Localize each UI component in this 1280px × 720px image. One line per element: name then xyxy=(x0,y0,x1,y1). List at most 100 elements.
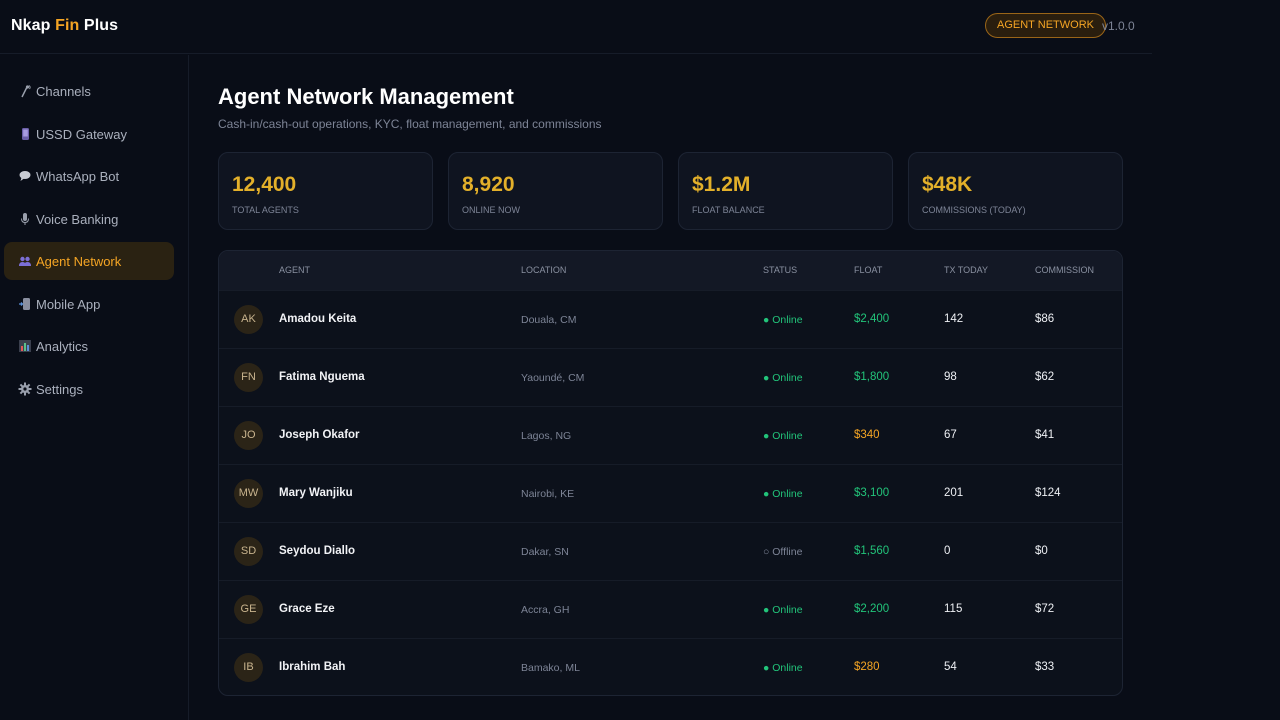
page-subtitle: Cash-in/cash-out operations, KYC, float … xyxy=(218,117,602,131)
agent-tx-today: 0 xyxy=(944,545,951,557)
avatar: AK xyxy=(234,305,263,334)
sidebar-item-whatsapp-bot[interactable]: WhatsApp Bot xyxy=(4,157,174,195)
status-badge: ● Online xyxy=(763,372,803,384)
top-bar: Nkap Fin Plus AGENT NETWORK v1.0.0 xyxy=(0,0,1152,54)
stat-value: $48K xyxy=(922,173,973,196)
people-icon xyxy=(18,254,32,268)
sidebar-item-ussd-gateway[interactable]: USSD Gateway xyxy=(4,115,174,153)
agent-float: $1,800 xyxy=(854,371,890,383)
version-label: v1.0.0 xyxy=(1102,19,1135,33)
sidebar-item-label: Analytics xyxy=(36,338,89,354)
microphone-icon xyxy=(18,212,32,226)
column-header-status[interactable]: STATUS xyxy=(763,265,798,275)
avatar: SD xyxy=(234,537,263,566)
agent-location: Bamako, ML xyxy=(521,662,580,674)
stat-value: 8,920 xyxy=(462,173,515,196)
antenna-icon xyxy=(18,84,32,98)
agent-float: $2,400 xyxy=(854,313,890,325)
sidebar-item-voice-banking[interactable]: Voice Banking xyxy=(4,200,174,238)
sidebar-item-label: Voice Banking xyxy=(36,211,119,227)
sidebar-item-label: USSD Gateway xyxy=(36,126,128,142)
agent-tx-today: 98 xyxy=(944,371,957,383)
avatar: IB xyxy=(234,653,263,682)
column-header-agent[interactable]: AGENT xyxy=(279,265,311,275)
chart-icon xyxy=(18,339,32,353)
agent-commission: $124 xyxy=(1035,487,1061,499)
status-badge: ● Online xyxy=(763,314,803,326)
agent-name: Joseph Okafor xyxy=(279,429,360,441)
stat-card-float-balance: $1.2M FLOAT BALANCE xyxy=(678,152,893,230)
brand-name-part2: Fin xyxy=(55,17,80,34)
agent-commission: $41 xyxy=(1035,429,1055,441)
sidebar-item-label: Mobile App xyxy=(36,296,101,312)
agent-float: $2,200 xyxy=(854,603,890,615)
agent-float: $340 xyxy=(854,429,880,441)
stat-value: $1.2M xyxy=(692,173,751,196)
status-badge: ● Online xyxy=(763,604,803,616)
table-row[interactable]: AK Amadou Keita Douala, CM ● Online $2,4… xyxy=(219,290,1122,348)
sidebar-item-label: WhatsApp Bot xyxy=(36,168,120,184)
sidebar-item-label: Agent Network xyxy=(36,253,122,269)
agent-float: $1,560 xyxy=(854,545,890,557)
sidebar-item-channels[interactable]: Channels xyxy=(4,72,174,110)
agent-location: Nairobi, KE xyxy=(521,488,575,500)
table-row[interactable]: FN Fatima Nguema Yaoundé, CM ● Online $1… xyxy=(219,348,1122,406)
table-row[interactable]: MW Mary Wanjiku Nairobi, KE ● Online $3,… xyxy=(219,464,1122,522)
agent-name: Seydou Diallo xyxy=(279,545,356,557)
column-header-float[interactable]: FLOAT xyxy=(854,265,883,275)
sidebar-item-agent-network[interactable]: Agent Network xyxy=(4,242,174,280)
agent-tx-today: 115 xyxy=(944,603,963,615)
table-row[interactable]: JO Joseph Okafor Lagos, NG ● Online $340… xyxy=(219,406,1122,464)
table-header: AGENT LOCATION STATUS FLOAT TX TODAY COM… xyxy=(219,251,1122,290)
chat-bubble-icon xyxy=(18,169,32,183)
sidebar-item-settings[interactable]: Settings xyxy=(4,370,174,408)
column-header-location[interactable]: LOCATION xyxy=(521,265,567,275)
agent-commission: $0 xyxy=(1035,545,1048,557)
agent-location: Lagos, NG xyxy=(521,430,572,442)
avatar: JO xyxy=(234,421,263,450)
stat-label: FLOAT BALANCE xyxy=(692,205,765,215)
app-window: Nkap Fin Plus AGENT NETWORK v1.0.0 Chann… xyxy=(0,0,1152,720)
gear-icon xyxy=(18,382,32,396)
sidebar-item-analytics[interactable]: Analytics xyxy=(4,327,174,365)
status-badge: ● Online xyxy=(763,662,803,674)
agent-commission: $86 xyxy=(1035,313,1055,325)
agents-table: AGENT LOCATION STATUS FLOAT TX TODAY COM… xyxy=(218,250,1123,696)
table-row[interactable]: GE Grace Eze Accra, GH ● Online $2,200 1… xyxy=(219,580,1122,638)
agent-name: Mary Wanjiku xyxy=(279,487,353,499)
sidebar-item-mobile-app[interactable]: Mobile App xyxy=(4,285,174,323)
phone-icon xyxy=(18,127,32,141)
agent-location: Yaoundé, CM xyxy=(521,372,585,384)
agent-location: Douala, CM xyxy=(521,314,577,326)
agent-name: Amadou Keita xyxy=(279,313,357,325)
agent-commission: $33 xyxy=(1035,661,1055,673)
agent-tx-today: 54 xyxy=(944,661,957,673)
stat-label: TOTAL AGENTS xyxy=(232,205,299,215)
agent-name: Ibrahim Bah xyxy=(279,661,346,673)
agent-location: Accra, GH xyxy=(521,604,570,616)
avatar: MW xyxy=(234,479,263,508)
agent-commission: $72 xyxy=(1035,603,1055,615)
sidebar-item-label: Settings xyxy=(36,381,83,397)
agent-name: Grace Eze xyxy=(279,603,335,615)
column-header-commission[interactable]: COMMISSION xyxy=(1035,265,1095,275)
table-row[interactable]: SD Seydou Diallo Dakar, SN ○ Offline $1,… xyxy=(219,522,1122,580)
mobile-icon xyxy=(18,297,32,311)
stat-label: ONLINE NOW xyxy=(462,205,521,215)
avatar: GE xyxy=(234,595,263,624)
brand-logo[interactable]: Nkap Fin Plus xyxy=(11,17,118,35)
stat-card-total-agents: 12,400 TOTAL AGENTS xyxy=(218,152,433,230)
agent-location: Dakar, SN xyxy=(521,546,569,558)
stat-card-online-now: 8,920 ONLINE NOW xyxy=(448,152,663,230)
status-badge: ○ Offline xyxy=(763,546,803,558)
agent-name: Fatima Nguema xyxy=(279,371,365,383)
column-header-tx-today[interactable]: TX TODAY xyxy=(944,265,989,275)
sidebar-item-label: Channels xyxy=(36,83,91,99)
table-row[interactable]: IB Ibrahim Bah Bamako, ML ● Online $280 … xyxy=(219,638,1122,695)
agent-float: $280 xyxy=(854,661,880,673)
sidebar: Channels USSD Gateway WhatsApp Bot Voice… xyxy=(0,55,189,720)
agent-tx-today: 67 xyxy=(944,429,957,441)
agent-tx-today: 201 xyxy=(944,487,964,499)
stat-value: 12,400 xyxy=(232,173,297,196)
page-title: Agent Network Management xyxy=(218,84,514,109)
